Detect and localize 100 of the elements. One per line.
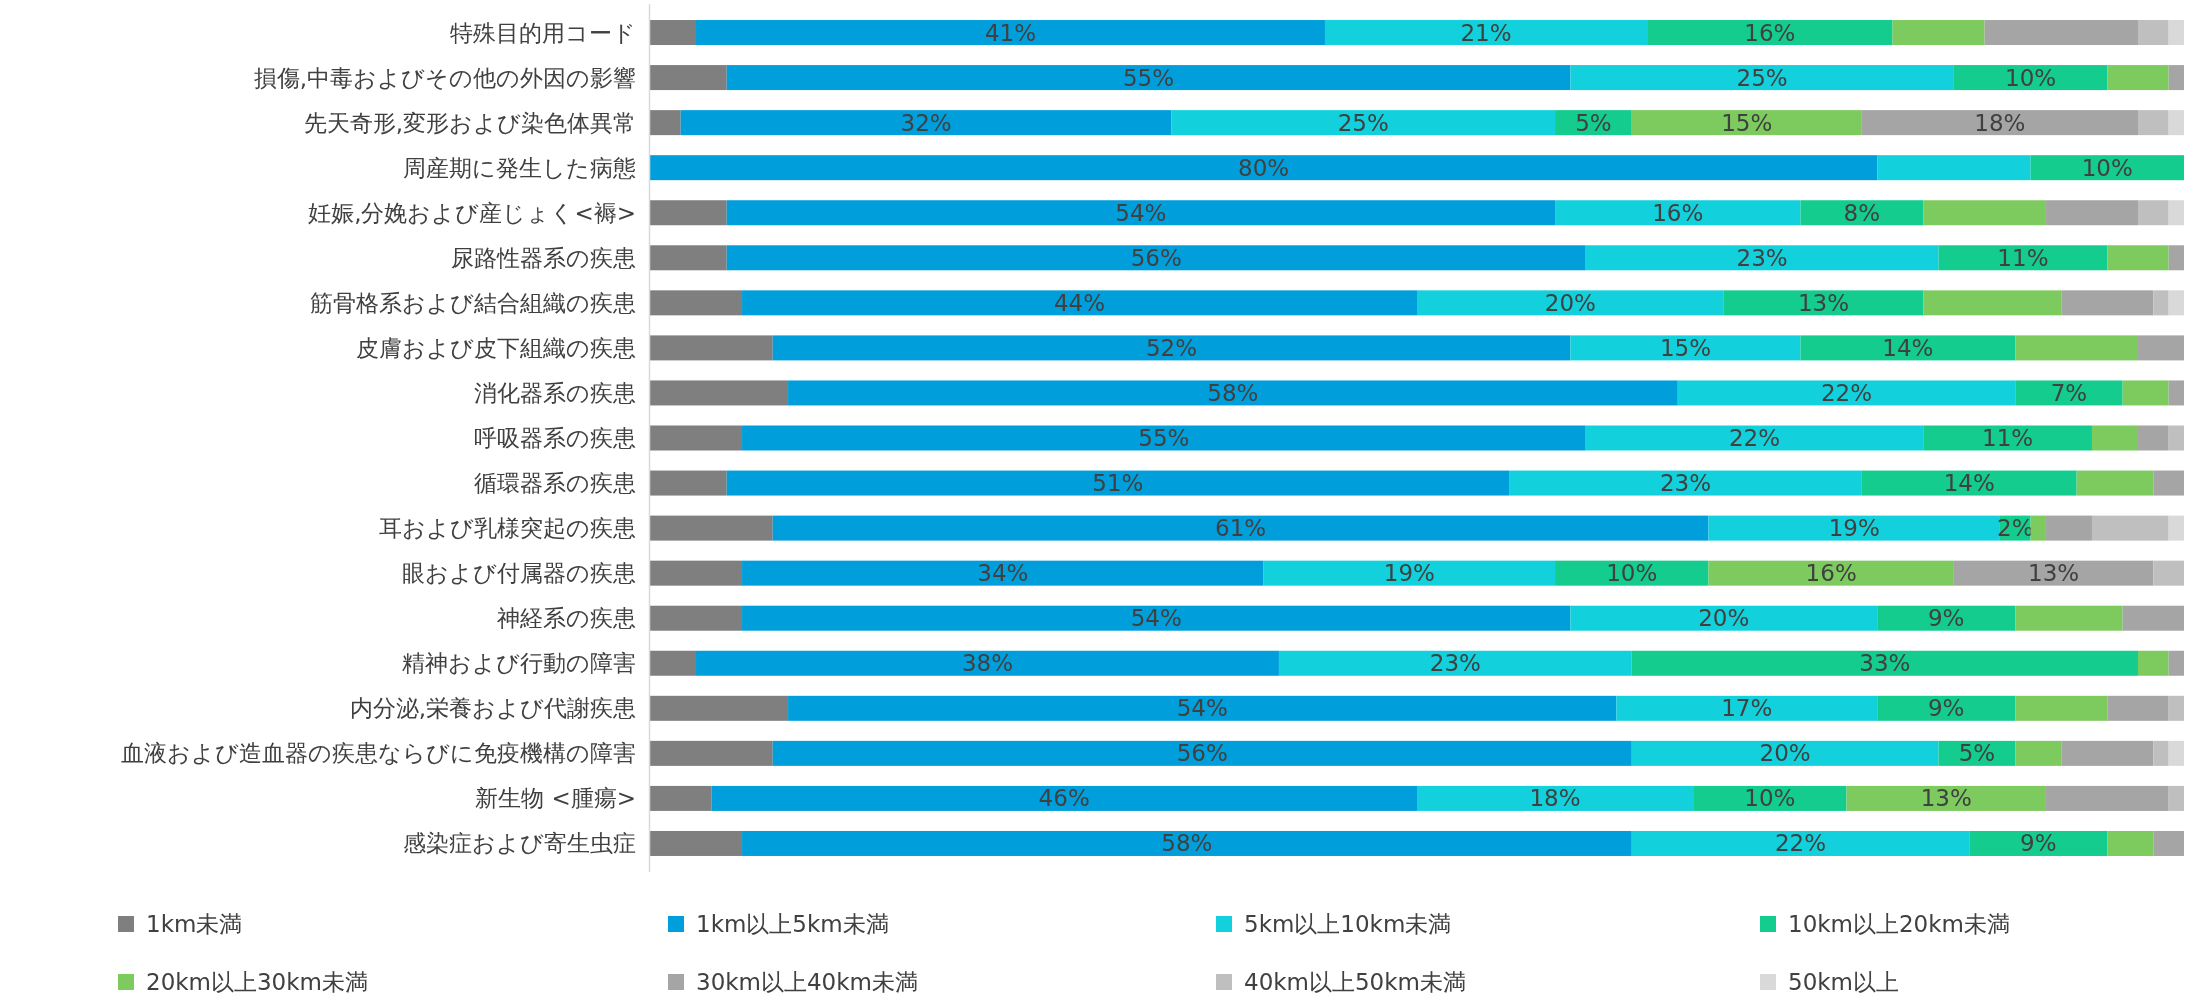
data-label: 10% bbox=[2005, 64, 2057, 91]
bar bbox=[650, 605, 743, 631]
y-tick-label: 呼吸器系の疾患 bbox=[474, 425, 636, 451]
bar bbox=[726, 470, 1510, 496]
bar bbox=[1693, 785, 1847, 811]
y-tick-label: 血液および造血器の疾患ならびに免疫機構の障害 bbox=[121, 740, 636, 767]
data-label: 16% bbox=[1652, 199, 1704, 226]
data-label: 25% bbox=[1337, 109, 1389, 136]
bar bbox=[650, 290, 743, 316]
bar bbox=[650, 515, 773, 541]
data-label: 52% bbox=[1146, 334, 1198, 361]
bar bbox=[680, 110, 1172, 136]
bar bbox=[1984, 20, 2138, 46]
bar bbox=[772, 335, 1571, 361]
bar bbox=[726, 65, 1571, 91]
bar bbox=[2107, 830, 2154, 856]
data-label: 23% bbox=[1736, 244, 1788, 271]
y-tick-label: 消化器系の疾患 bbox=[474, 379, 636, 406]
bar bbox=[2168, 650, 2184, 676]
data-label: 14% bbox=[1943, 470, 1995, 497]
data-label: 16% bbox=[1805, 560, 1857, 587]
bar bbox=[2122, 605, 2184, 631]
bar bbox=[2168, 515, 2184, 541]
bar bbox=[2168, 245, 2184, 271]
bar bbox=[711, 785, 1417, 811]
data-label: 8% bbox=[1843, 199, 1881, 226]
bar bbox=[2107, 65, 2169, 91]
bar bbox=[2168, 740, 2184, 766]
bar bbox=[2030, 515, 2046, 541]
legend-label: 40km以上50km未満 bbox=[1244, 969, 1466, 995]
bar bbox=[1616, 695, 1878, 721]
bar bbox=[2045, 200, 2138, 226]
bar bbox=[650, 20, 697, 46]
data-label: 58% bbox=[1161, 830, 1213, 857]
y-tick-label: 耳および乳様突起の疾患 bbox=[379, 515, 636, 542]
bar bbox=[2015, 335, 2138, 361]
legend-label: 1km以上5km未満 bbox=[696, 911, 889, 937]
bar bbox=[1417, 785, 1694, 811]
y-tick-label: 尿路性器系の疾患 bbox=[451, 244, 636, 271]
data-label: 55% bbox=[1138, 425, 1190, 451]
bar bbox=[1923, 200, 2046, 226]
bar bbox=[650, 155, 1878, 181]
data-label: 23% bbox=[1429, 650, 1481, 677]
data-label: 54% bbox=[1130, 605, 1182, 632]
bar bbox=[1585, 425, 1924, 451]
bar bbox=[1555, 560, 1709, 586]
bar bbox=[1861, 470, 2077, 496]
bar bbox=[1570, 605, 1878, 631]
y-tick-label: 妊娠,分娩および産じょく<褥> bbox=[308, 199, 636, 226]
data-label: 10% bbox=[1744, 785, 1796, 812]
bar bbox=[1723, 290, 1924, 316]
data-label: 58% bbox=[1207, 379, 1259, 406]
bar bbox=[2137, 200, 2169, 226]
bar bbox=[2168, 20, 2184, 46]
y-tick-label: 周産期に発生した病態 bbox=[403, 154, 636, 181]
data-label: 23% bbox=[1659, 470, 1712, 497]
data-label: 25% bbox=[1736, 64, 1788, 91]
data-label: 14% bbox=[1882, 334, 1934, 361]
data-label: 10% bbox=[2081, 154, 2133, 181]
bar bbox=[650, 695, 789, 721]
data-label: 13% bbox=[2028, 560, 2080, 587]
bar bbox=[1677, 380, 2016, 406]
bar bbox=[742, 560, 1264, 586]
bar bbox=[650, 650, 697, 676]
data-label: 56% bbox=[1130, 244, 1182, 271]
legend-label: 10km以上20km未満 bbox=[1788, 911, 2010, 937]
bar bbox=[2107, 695, 2169, 721]
bar bbox=[742, 830, 1632, 856]
bar bbox=[650, 65, 727, 91]
y-tick-label: 神経系の疾患 bbox=[497, 605, 636, 632]
bar bbox=[1263, 560, 1556, 586]
bar bbox=[1846, 785, 2046, 811]
bar bbox=[650, 740, 773, 766]
bar bbox=[2015, 380, 2123, 406]
bar bbox=[1938, 245, 2108, 271]
y-tick-label: 特殊目的用コード bbox=[450, 19, 636, 46]
bar bbox=[650, 425, 743, 451]
bar bbox=[1509, 470, 1862, 496]
data-label: 16% bbox=[1744, 19, 1796, 46]
bar bbox=[2153, 740, 2169, 766]
y-tick-label: 皮膚および皮下組織の疾患 bbox=[356, 334, 636, 361]
bar bbox=[650, 245, 727, 271]
bar bbox=[1570, 65, 1954, 91]
bar bbox=[1953, 65, 2108, 91]
bar bbox=[1171, 110, 1556, 136]
bar bbox=[1877, 695, 2016, 721]
bar bbox=[1631, 740, 1939, 766]
data-label: 54% bbox=[1176, 695, 1228, 722]
bar bbox=[2122, 380, 2169, 406]
y-tick-label: 損傷,中毒およびその他の外因の影響 bbox=[253, 64, 636, 91]
bar bbox=[2168, 425, 2184, 451]
data-label: 5% bbox=[1575, 109, 1612, 136]
bar bbox=[2091, 515, 2169, 541]
bar bbox=[2015, 695, 2108, 721]
bar bbox=[772, 740, 1632, 766]
bar bbox=[696, 20, 1325, 46]
data-label: 34% bbox=[977, 560, 1029, 587]
data-label: 13% bbox=[1920, 785, 1972, 812]
bar bbox=[1585, 245, 1939, 271]
bar bbox=[1969, 830, 2108, 856]
